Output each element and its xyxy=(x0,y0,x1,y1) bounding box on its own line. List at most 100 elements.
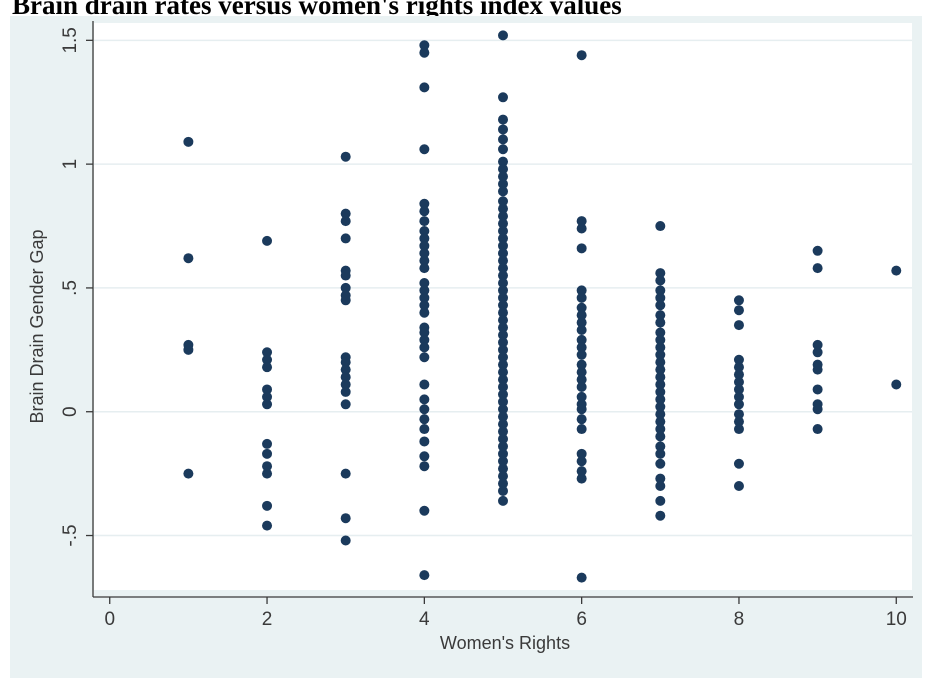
y-tick-label: .5 xyxy=(60,280,81,296)
data-point xyxy=(655,327,666,338)
data-point xyxy=(655,372,666,383)
data-point xyxy=(655,424,666,435)
data-point xyxy=(419,379,430,390)
data-point xyxy=(498,433,508,444)
data-point xyxy=(498,307,508,318)
data-point xyxy=(262,399,273,410)
data-point xyxy=(655,386,666,397)
data-point xyxy=(419,342,430,353)
data-point xyxy=(655,334,666,345)
chart-figure: -.5 0 .5 1 1.5 0 2 4 6 8 10 Women's Rights Brain Dra… xyxy=(10,16,922,678)
data-point xyxy=(262,438,273,449)
data-point xyxy=(576,448,587,459)
data-point xyxy=(498,485,508,496)
x-axis-title: Women's Rights xyxy=(440,633,570,653)
data-point xyxy=(733,305,744,316)
data-point xyxy=(655,268,666,279)
data-point xyxy=(812,404,823,415)
data-point xyxy=(498,426,508,437)
data-point xyxy=(262,362,273,373)
data-point xyxy=(340,295,351,306)
data-point xyxy=(655,317,666,328)
data-point xyxy=(498,292,508,303)
data-point xyxy=(655,401,666,412)
data-point xyxy=(498,322,508,333)
data-point xyxy=(262,384,273,395)
data-points xyxy=(183,30,902,583)
data-point xyxy=(498,186,508,197)
data-point xyxy=(576,404,587,415)
data-point xyxy=(340,216,351,227)
data-point xyxy=(655,357,666,368)
data-point xyxy=(498,374,508,385)
data-point xyxy=(733,384,744,395)
data-point xyxy=(576,473,587,484)
x-tick-label: 4 xyxy=(419,609,430,630)
data-point xyxy=(498,225,508,236)
data-point xyxy=(733,377,744,388)
data-point xyxy=(733,362,744,373)
data-point xyxy=(419,233,430,244)
x-tick-label: 8 xyxy=(734,609,745,630)
data-point xyxy=(340,270,351,281)
data-point xyxy=(576,223,587,234)
data-point xyxy=(498,315,508,326)
data-point xyxy=(419,570,430,581)
data-point xyxy=(419,240,430,251)
data-point xyxy=(340,233,351,244)
data-point xyxy=(262,500,273,511)
data-point xyxy=(498,218,508,229)
data-point xyxy=(733,458,744,469)
y-tick-label: 0 xyxy=(60,406,81,417)
data-point xyxy=(812,245,823,256)
data-point xyxy=(498,300,508,311)
data-point xyxy=(419,334,430,345)
data-point xyxy=(655,409,666,420)
data-point xyxy=(733,354,744,365)
scatter-chart: -.5 0 .5 1 1.5 0 2 4 6 8 10 Women's Rights Brain Dra… xyxy=(27,21,913,653)
data-point xyxy=(576,216,587,227)
data-point xyxy=(655,394,666,405)
data-point xyxy=(576,310,587,321)
data-point xyxy=(498,411,508,422)
data-point xyxy=(498,248,508,259)
data-point xyxy=(576,572,587,583)
data-point xyxy=(576,374,587,385)
data-point xyxy=(655,481,666,492)
data-point xyxy=(576,334,587,345)
y-axis-title: Brain Drain Gender Gap xyxy=(27,229,47,423)
data-point xyxy=(262,520,273,531)
data-point xyxy=(498,463,508,474)
data-point xyxy=(419,292,430,303)
data-point xyxy=(340,379,351,390)
data-point xyxy=(576,456,587,467)
data-point xyxy=(498,495,508,506)
data-point xyxy=(498,389,508,400)
data-point xyxy=(655,364,666,375)
data-point xyxy=(576,359,587,370)
data-point xyxy=(419,40,430,51)
data-point xyxy=(655,342,666,353)
data-point xyxy=(498,171,508,182)
data-point xyxy=(655,300,666,311)
y-tick-label: -.5 xyxy=(60,524,81,546)
data-point xyxy=(733,481,744,492)
data-point xyxy=(733,416,744,427)
x-tick-label: 0 xyxy=(104,609,115,630)
data-point xyxy=(498,156,508,167)
data-point xyxy=(419,216,430,227)
data-point xyxy=(419,394,430,405)
data-point xyxy=(733,409,744,420)
data-point xyxy=(498,478,508,489)
data-point xyxy=(419,47,430,58)
data-point xyxy=(498,367,508,378)
data-point xyxy=(498,144,508,155)
data-point xyxy=(498,270,508,281)
data-point xyxy=(812,263,823,274)
data-point xyxy=(733,369,744,380)
data-point xyxy=(419,300,430,311)
data-point xyxy=(183,253,194,264)
data-point xyxy=(498,359,508,370)
data-point xyxy=(576,349,587,360)
data-point xyxy=(498,233,508,244)
